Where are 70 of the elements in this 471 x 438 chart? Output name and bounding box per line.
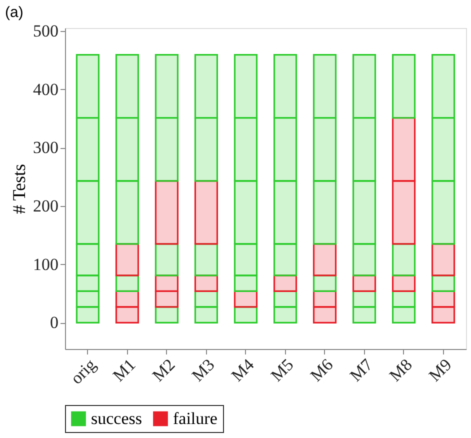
bar: [234, 180, 258, 245]
x-tick-label: M5: [267, 355, 298, 386]
y-tick-label: 500: [33, 21, 58, 40]
bar: [115, 290, 140, 308]
x-tick-label: M3: [188, 355, 218, 386]
bar: [76, 290, 100, 308]
x-tick-label: M6: [306, 355, 337, 386]
y-tick-label: 0: [50, 313, 58, 332]
bar: [312, 290, 337, 308]
bar: [352, 54, 376, 119]
y-tick-label: 200: [33, 196, 58, 216]
bar: [234, 54, 258, 119]
x-tick-label: M2: [148, 355, 179, 386]
bar: [392, 180, 416, 245]
bar: [115, 54, 140, 119]
bar: [76, 180, 100, 245]
x-tick-label: M1: [109, 355, 140, 386]
bar: [392, 54, 416, 119]
bar: [431, 243, 456, 276]
bar: [76, 54, 100, 119]
y-tick-label: 400: [33, 80, 58, 99]
bar: [312, 180, 337, 245]
bar: [76, 243, 100, 276]
bar: [431, 117, 456, 182]
legend-label: success: [91, 408, 142, 428]
bar: [234, 243, 258, 276]
bar: [273, 290, 298, 308]
bar: [392, 117, 416, 182]
bar: [312, 243, 337, 276]
bar: [431, 54, 456, 119]
y-tick-label: 300: [33, 138, 58, 158]
legend-label: failure: [173, 408, 218, 428]
bar: [154, 54, 179, 119]
bar: [194, 54, 218, 119]
bar: [352, 243, 376, 276]
bar: [352, 180, 376, 245]
bar: [352, 117, 376, 182]
bar: [312, 117, 337, 182]
x-tick-label: M7: [346, 354, 377, 386]
bar: [392, 243, 416, 276]
bar: [115, 117, 140, 182]
bar: [154, 243, 179, 276]
bar: [115, 180, 140, 245]
bar: [312, 54, 337, 119]
bar: [392, 290, 416, 308]
chart-title: (a): [5, 4, 24, 21]
bar: [194, 117, 218, 182]
bar: [194, 290, 218, 308]
bar: [431, 290, 456, 308]
x-tick-label: orig: [66, 354, 100, 388]
bar: [154, 180, 179, 245]
bar: [234, 117, 258, 182]
bar: [273, 180, 298, 245]
bar: [273, 54, 298, 119]
bar: [273, 117, 298, 182]
x-tick-label: M8: [386, 355, 416, 386]
bar: [76, 117, 100, 182]
bar: [431, 180, 456, 245]
y-tick-label: 100: [33, 254, 58, 274]
x-tick-label: M9: [425, 355, 456, 386]
y-axis-title: # Tests: [9, 164, 29, 214]
bar: [352, 290, 376, 308]
bar: [154, 290, 179, 308]
bar: [273, 243, 298, 276]
bar: [234, 290, 258, 308]
bar: [194, 243, 218, 276]
bar: [194, 180, 218, 245]
bar: [154, 117, 179, 182]
x-tick-label: M4: [228, 354, 258, 386]
bar: [115, 243, 140, 276]
